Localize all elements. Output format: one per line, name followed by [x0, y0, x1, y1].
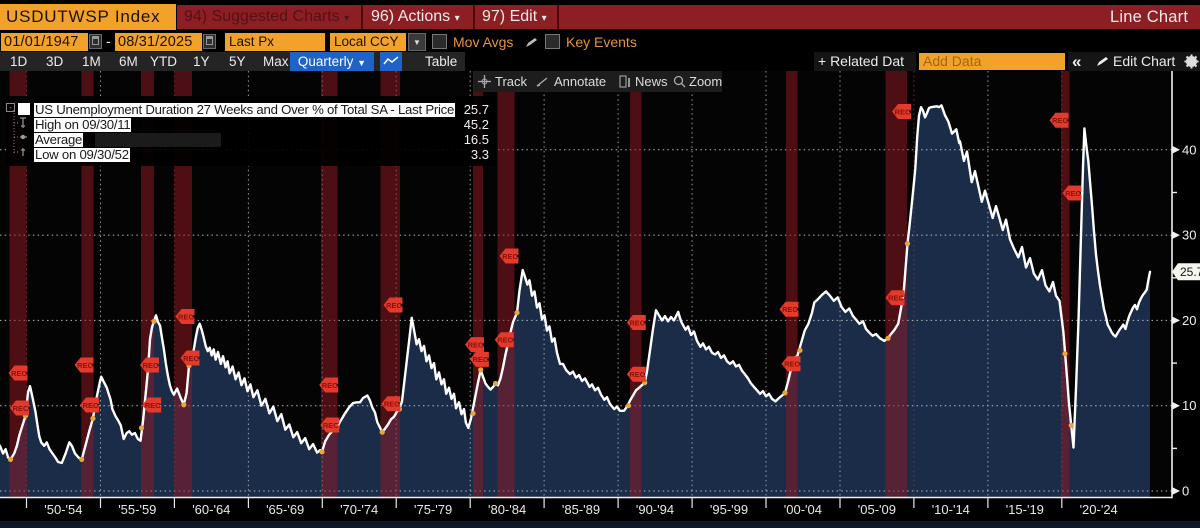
svg-text:REC: REC [323, 421, 339, 430]
svg-text:'70-'74: '70-'74 [340, 502, 378, 517]
svg-text:REC: REC [888, 294, 904, 303]
svg-text:REC: REC [384, 400, 400, 409]
svg-text:REC: REC [178, 312, 194, 321]
svg-text:REC: REC [502, 252, 518, 261]
svg-text:REC: REC [322, 381, 338, 390]
svg-text:'00-'04: '00-'04 [784, 502, 822, 517]
svg-text:'15-'19: '15-'19 [1006, 502, 1044, 517]
svg-text:10: 10 [1182, 398, 1196, 413]
svg-text:'50-'54: '50-'54 [44, 502, 82, 517]
svg-text:REC: REC [895, 107, 911, 116]
svg-text:40: 40 [1182, 142, 1196, 157]
svg-text:'60-'64: '60-'64 [192, 502, 230, 517]
svg-text:'75-'79: '75-'79 [414, 502, 452, 517]
svg-text:20: 20 [1182, 313, 1196, 328]
svg-text:'20-'24: '20-'24 [1080, 502, 1118, 517]
svg-text:REC: REC [11, 369, 27, 378]
svg-text:0: 0 [1182, 484, 1189, 499]
svg-text:'65-'69: '65-'69 [266, 502, 304, 517]
svg-text:'10-'14: '10-'14 [932, 502, 970, 517]
svg-text:'85-'89: '85-'89 [562, 502, 600, 517]
svg-text:REC: REC [83, 401, 99, 410]
svg-text:REC: REC [629, 370, 645, 379]
svg-text:'55-'59: '55-'59 [118, 502, 156, 517]
svg-text:'95-'99: '95-'99 [710, 502, 748, 517]
svg-text:REC: REC [782, 305, 798, 314]
svg-text:REC: REC [13, 404, 29, 413]
svg-text:REC: REC [143, 361, 159, 370]
svg-text:REC: REC [472, 355, 488, 364]
svg-text:REC: REC [183, 354, 199, 363]
svg-text:REC: REC [386, 301, 402, 310]
svg-text:'90-'94: '90-'94 [636, 502, 674, 517]
svg-text:REC: REC [629, 318, 645, 327]
svg-text:REC: REC [1052, 116, 1068, 125]
svg-text:REC: REC [145, 401, 161, 410]
svg-text:REC: REC [784, 360, 800, 369]
svg-text:REC: REC [497, 336, 513, 345]
svg-text:'05-'09: '05-'09 [858, 502, 896, 517]
svg-text:'80-'84: '80-'84 [488, 502, 526, 517]
svg-text:25.7: 25.7 [1180, 265, 1200, 279]
svg-text:REC: REC [77, 361, 93, 370]
svg-text:30: 30 [1182, 228, 1196, 243]
svg-text:REC: REC [1065, 189, 1081, 198]
svg-text:REC: REC [468, 340, 484, 349]
